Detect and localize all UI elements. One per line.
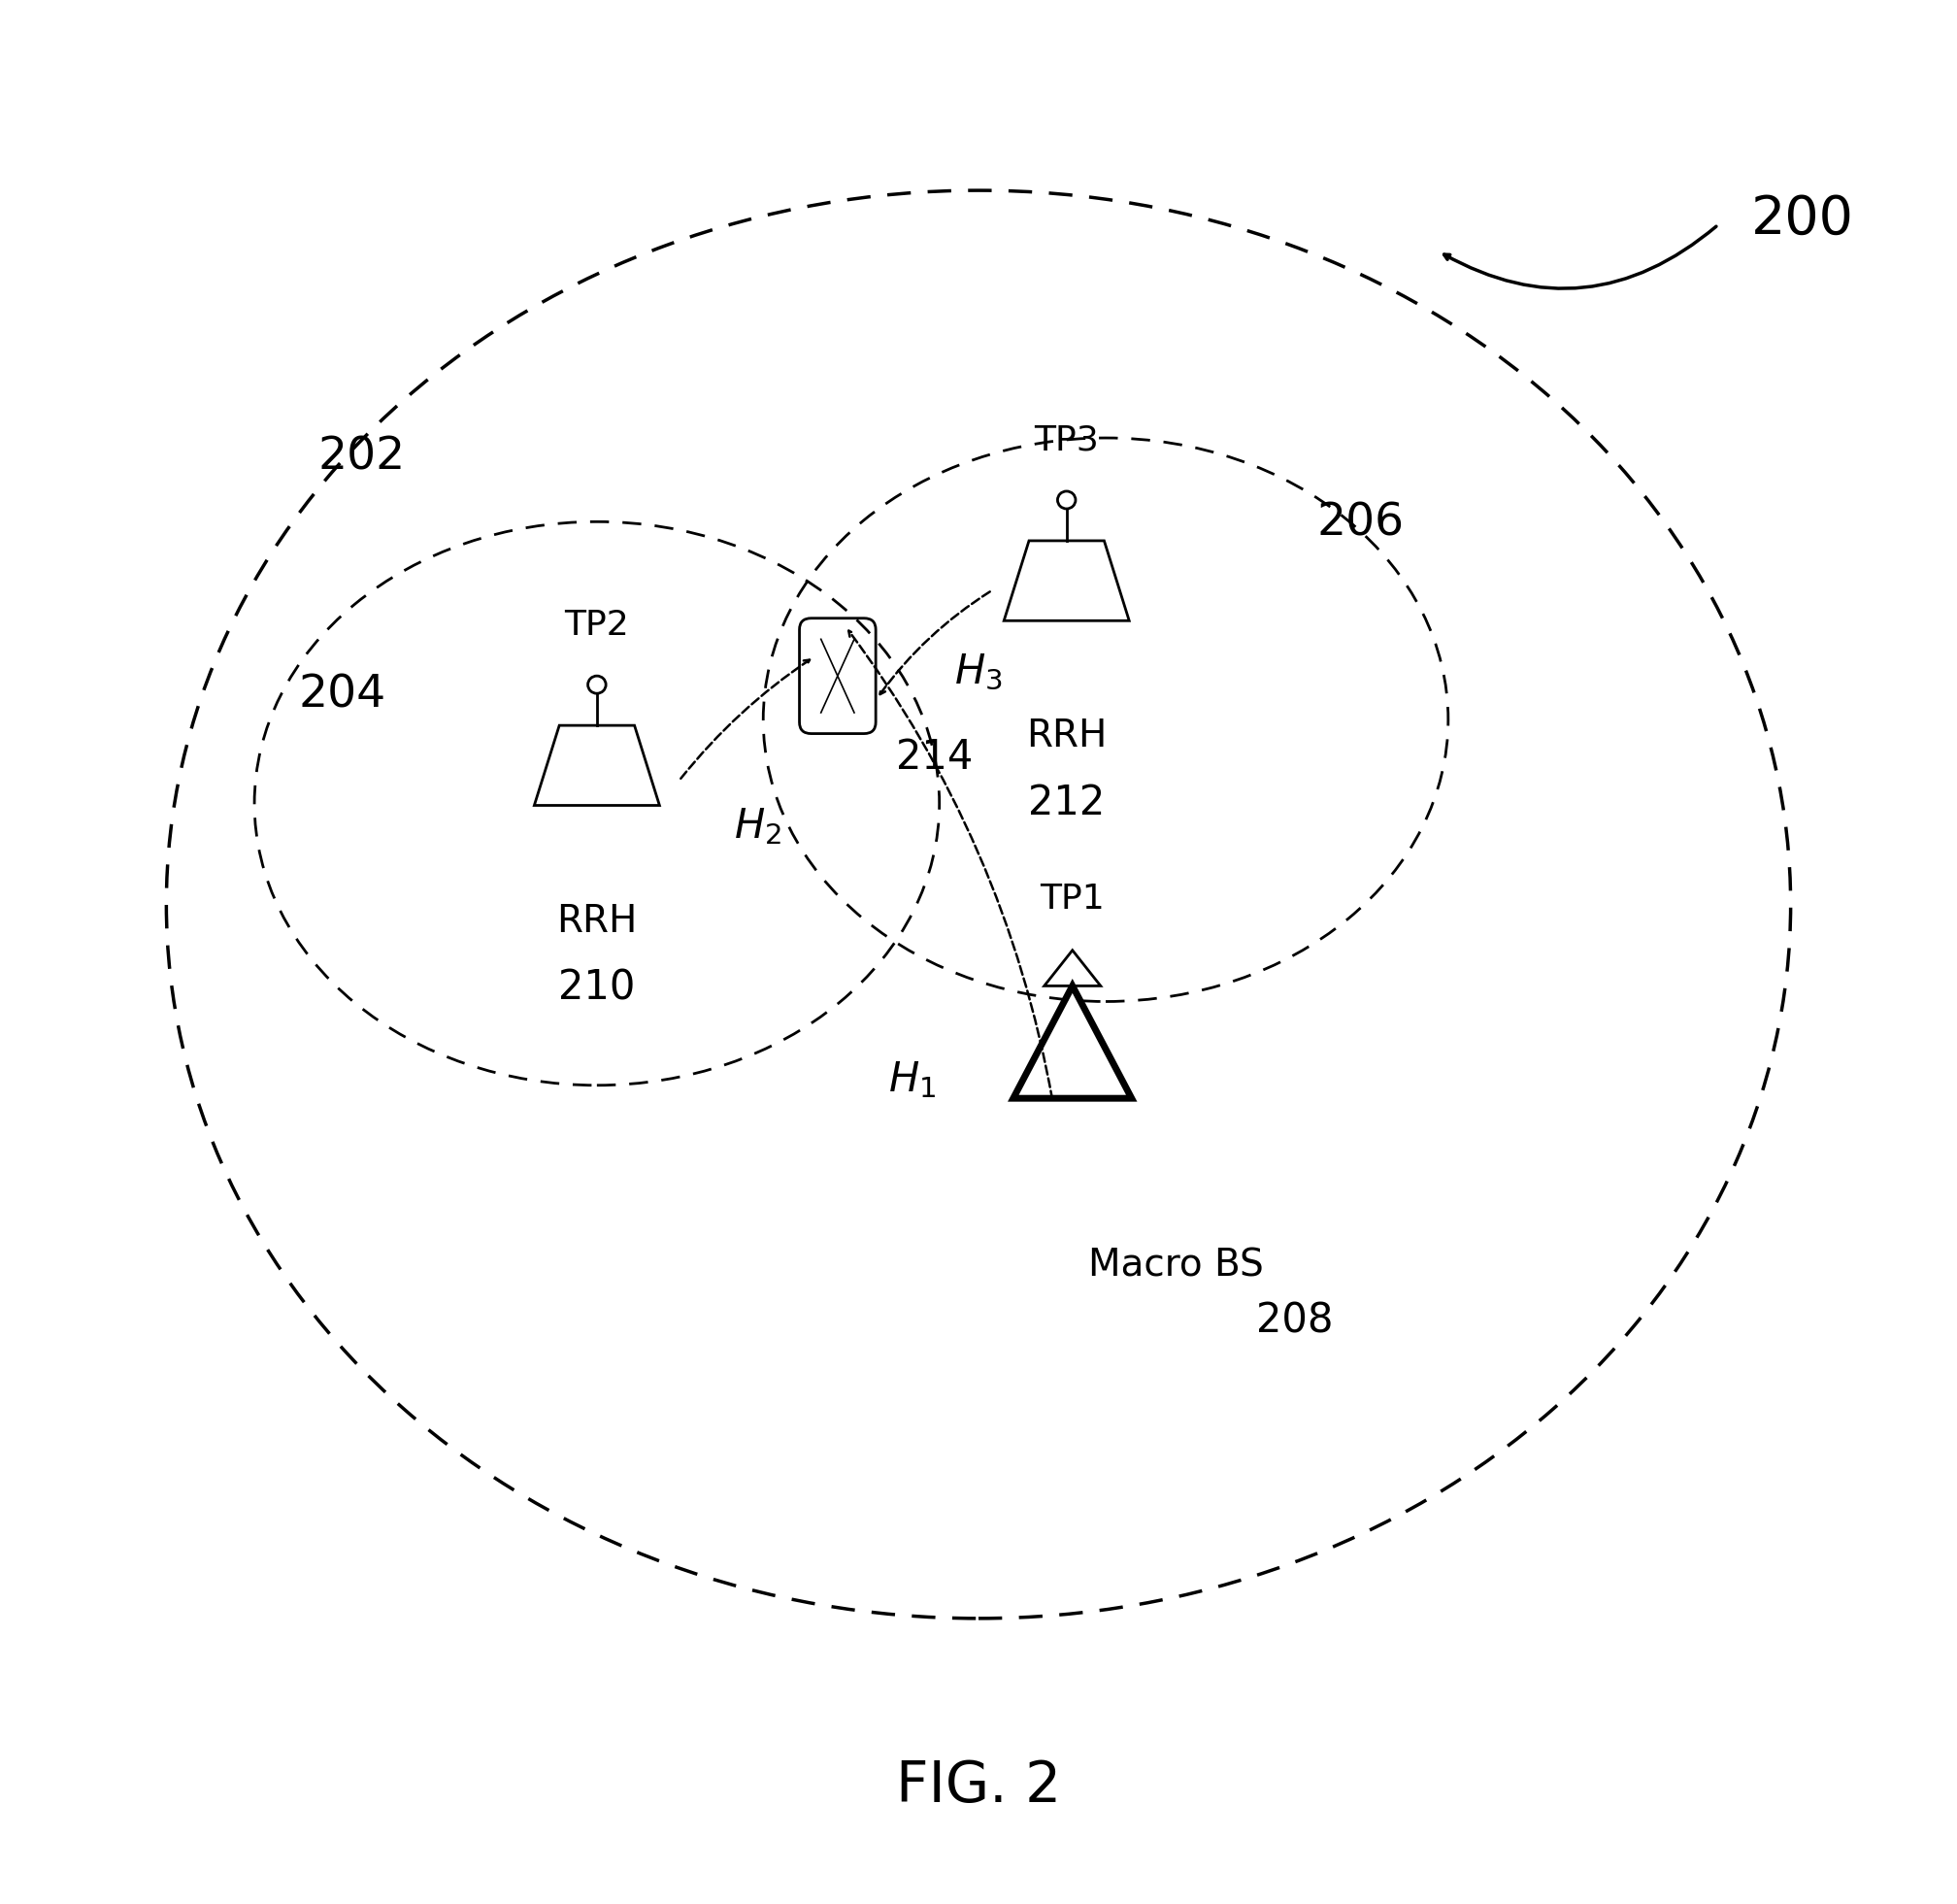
- Text: TP2: TP2: [564, 609, 630, 642]
- Text: 212: 212: [1027, 783, 1106, 823]
- Text: 204: 204: [299, 674, 386, 716]
- Text: 206: 206: [1317, 503, 1403, 545]
- Text: TP1: TP1: [1039, 883, 1106, 916]
- Text: $\mathit{H}_2$: $\mathit{H}_2$: [734, 805, 781, 847]
- Text: RRH: RRH: [1025, 718, 1108, 754]
- Text: FIG. 2: FIG. 2: [896, 1757, 1061, 1815]
- Text: 210: 210: [558, 967, 636, 1007]
- Text: 208: 208: [1256, 1300, 1333, 1340]
- Text: RRH: RRH: [556, 902, 638, 939]
- Text: TP3: TP3: [1033, 425, 1100, 457]
- Text: 200: 200: [1752, 192, 1855, 246]
- Text: 202: 202: [319, 436, 405, 478]
- Text: $\mathit{H}_3$: $\mathit{H}_3$: [955, 651, 1002, 693]
- Text: Macro BS: Macro BS: [1088, 1247, 1264, 1283]
- Text: $\mathit{H}_1$: $\mathit{H}_1$: [888, 1059, 935, 1101]
- Text: 214: 214: [896, 737, 973, 777]
